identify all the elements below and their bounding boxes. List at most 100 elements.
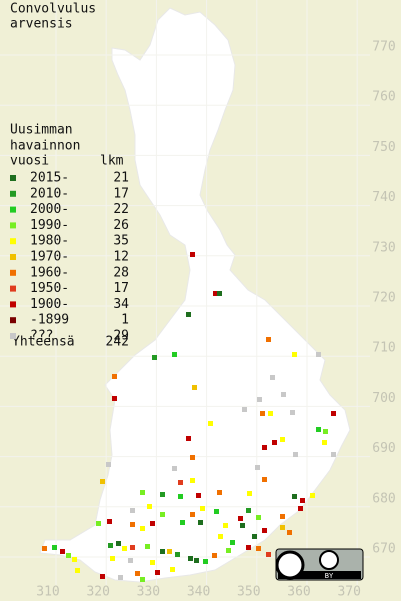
occurrence-square (262, 445, 267, 450)
legend-swatch (10, 206, 16, 213)
legend-label: 1990- (30, 218, 69, 233)
occurrence-square (147, 504, 152, 509)
occurrence-square (200, 506, 205, 511)
occurrences (42, 252, 336, 582)
occurrence-square (100, 574, 105, 579)
occurrence-square (190, 252, 195, 257)
occurrence-square (160, 492, 165, 497)
badge-strip (278, 571, 361, 579)
legend-swatch (10, 175, 16, 181)
y-tick-label: 740 (372, 190, 395, 205)
x-tick-label: 370 (337, 585, 360, 600)
occurrence-square (42, 546, 47, 551)
legend-swatch (10, 190, 16, 197)
y-tick-label: 720 (372, 291, 395, 306)
legend-swatch (10, 269, 16, 276)
legend-total: 242 (106, 335, 129, 350)
occurrence-square (192, 385, 197, 390)
occurrence-square (128, 558, 133, 563)
occurrence-square (175, 552, 180, 557)
occurrence-square (247, 491, 252, 496)
y-tick-label: 760 (372, 90, 395, 105)
occurrence-square (218, 534, 223, 539)
occurrence-square (331, 411, 336, 416)
occurrence-square (194, 558, 199, 563)
occurrence-square (122, 546, 127, 551)
occurrence-square (270, 375, 275, 380)
legend-label: 2000- (30, 202, 69, 217)
occurrence-square (322, 440, 327, 445)
occurrence-square (217, 291, 222, 296)
occurrence-square (130, 545, 135, 550)
occurrence-square (180, 520, 185, 525)
legend-label: 1960- (30, 265, 69, 280)
occurrence-square (260, 411, 265, 416)
occurrence-square (150, 560, 155, 565)
y-tick-label: 670 (372, 542, 395, 557)
occurrence-square (130, 508, 135, 513)
occurrence-square (160, 549, 165, 554)
occurrence-square (72, 557, 77, 562)
occurrence-square (242, 407, 247, 412)
legend-label: 2015- (30, 171, 69, 186)
legend-count: 29 (113, 329, 129, 344)
occurrence-square (300, 498, 305, 503)
occurrence-square (316, 352, 321, 357)
legend-count: 17 (113, 281, 129, 296)
occurrence-square (140, 526, 145, 531)
occurrence-square (155, 570, 160, 575)
occurrence-square (238, 516, 243, 521)
occurrence-square (316, 427, 321, 432)
occurrence-square (152, 355, 157, 360)
occurrence-square (198, 520, 203, 525)
occurrence-square (213, 291, 218, 296)
occurrence-square (140, 577, 145, 582)
legend-swatch (10, 254, 16, 260)
y-tick-label: 750 (372, 140, 395, 155)
legend-label: 1900- (30, 297, 69, 312)
occurrence-square (281, 392, 286, 397)
occurrence-square (100, 479, 105, 484)
occurrence-square (280, 525, 285, 530)
y-tick-label: 710 (372, 341, 395, 356)
occurrence-square (256, 546, 261, 551)
license-text: BY (325, 572, 334, 580)
occurrence-square (112, 374, 117, 379)
finland-outline (39, 7, 351, 583)
title-line: arvensis (10, 17, 73, 32)
occurrence-square (135, 571, 140, 576)
legend-label: ??? (30, 329, 53, 344)
x-tick-label: 330 (137, 585, 160, 600)
occurrence-square (246, 545, 251, 550)
title-line: Convolvulus (10, 2, 96, 17)
occurrence-square (292, 494, 297, 499)
occurrence-square (268, 411, 273, 416)
occurrence-square (106, 462, 111, 467)
occurrence-square (230, 540, 235, 545)
occurrence-square (246, 508, 251, 513)
occurrence-square (160, 512, 165, 517)
y-tick-label: 770 (372, 40, 395, 55)
y-tick-label: 690 (372, 441, 395, 456)
occurrence-square (130, 522, 135, 527)
legend-label: -1899 (30, 313, 69, 328)
grid (0, 0, 370, 585)
occurrence-square (255, 465, 260, 470)
occurrence-square (167, 549, 172, 554)
occurrence-square (170, 567, 175, 572)
x-tick-label: 310 (36, 585, 59, 600)
y-tick-label: 680 (372, 491, 395, 506)
occurrence-square (208, 421, 213, 426)
y-tick-label: 700 (372, 391, 395, 406)
occurrence-square (252, 534, 257, 539)
legend-swatch (10, 222, 16, 229)
legend-title: havainnon (10, 139, 80, 154)
legend-swatch (10, 301, 16, 308)
occurrence-square (188, 556, 193, 561)
occurrence-square (266, 337, 271, 342)
occurrence-square (186, 436, 191, 441)
legend-title: vuosi (10, 154, 49, 169)
occurrence-square (186, 312, 191, 317)
occurrence-square (280, 437, 285, 442)
